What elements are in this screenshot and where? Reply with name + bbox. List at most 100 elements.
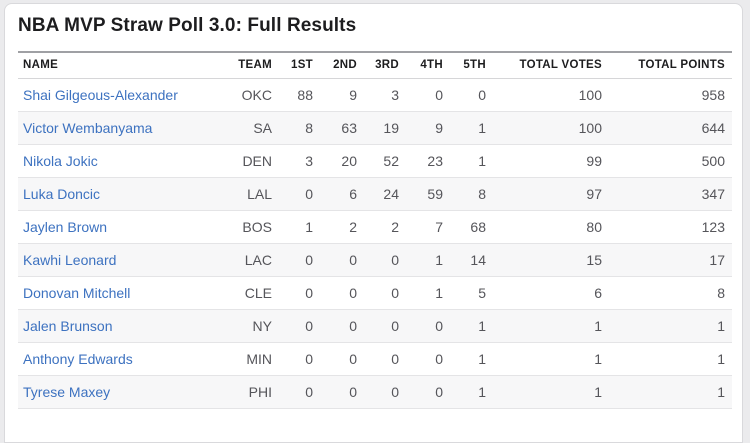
page-title: NBA MVP Straw Poll 3.0: Full Results (18, 15, 357, 36)
stat-cell: 123 (609, 210, 732, 244)
stat-cell: 17 (609, 243, 732, 277)
stat-cell: 8 (279, 111, 320, 145)
header-row: NAME TEAM 1ST 2ND 3RD 4TH 5TH TOTAL VOTE… (18, 51, 732, 79)
stat-cell: 6 (493, 276, 609, 310)
stat-cell: 0 (279, 276, 320, 310)
player-name-cell: Jaylen Brown (18, 210, 215, 244)
player-name-cell: Luka Doncic (18, 177, 215, 211)
stat-cell: 1 (493, 309, 609, 343)
player-name-cell: Anthony Edwards (18, 342, 215, 376)
stat-cell: 347 (609, 177, 732, 211)
stat-cell: 500 (609, 144, 732, 178)
player-name-cell: Jalen Brunson (18, 309, 215, 343)
table-row: Nikola Jokic DEN 3 20 52 23 1 99 500 (18, 144, 732, 178)
results-card: NBA MVP Straw Poll 3.0: Full Results NAM… (4, 3, 743, 443)
stat-cell: 644 (609, 111, 732, 145)
player-link[interactable]: Jaylen Brown (23, 218, 108, 235)
stat-cell: 0 (279, 243, 320, 277)
stat-cell: 0 (279, 309, 320, 343)
player-link[interactable]: Jalen Brunson (23, 317, 113, 334)
stat-cell: 0 (320, 309, 364, 343)
table-row: Jalen Brunson NY 0 0 0 0 1 1 1 (18, 309, 732, 343)
stat-cell: 52 (364, 144, 406, 178)
stat-cell: 100 (493, 78, 609, 112)
stat-cell: DEN (215, 144, 279, 178)
stat-cell: PHI (215, 375, 279, 409)
stat-cell: 97 (493, 177, 609, 211)
table-row: Tyrese Maxey PHI 0 0 0 0 1 1 1 (18, 375, 732, 409)
table-row: Shai Gilgeous-Alexander OKC 88 9 3 0 0 100 958 (18, 78, 732, 112)
stat-cell: 0 (320, 375, 364, 409)
stat-cell: 8 (609, 276, 732, 310)
player-name-cell: Victor Wembanyama (18, 111, 215, 145)
stat-cell: 14 (450, 243, 493, 277)
stat-cell: 1 (609, 342, 732, 376)
stat-cell: 1 (450, 111, 493, 145)
stat-cell: 1 (450, 309, 493, 343)
table-row: Donovan Mitchell CLE 0 0 0 1 5 6 8 (18, 276, 732, 310)
stat-cell: 2 (364, 210, 406, 244)
stat-cell: 1 (609, 309, 732, 343)
stat-cell: 3 (364, 78, 406, 112)
player-link[interactable]: Anthony Edwards (23, 350, 133, 367)
stat-cell: OKC (215, 78, 279, 112)
column-header-2nd: 2ND (320, 51, 364, 79)
column-header-name: NAME (18, 51, 215, 79)
table-row: Kawhi Leonard LAC 0 0 0 1 14 15 17 (18, 243, 732, 277)
player-link[interactable]: Nikola Jokic (23, 152, 98, 169)
stat-cell: 0 (364, 243, 406, 277)
stat-cell: 0 (406, 78, 450, 112)
player-link[interactable]: Victor Wembanyama (23, 119, 153, 136)
stat-cell: 2 (320, 210, 364, 244)
player-link[interactable]: Shai Gilgeous-Alexander (23, 86, 178, 103)
column-header-3rd: 3RD (364, 51, 406, 79)
column-header-total-votes: TOTAL VOTES (493, 51, 609, 79)
stat-cell: 0 (406, 309, 450, 343)
stat-cell: SA (215, 111, 279, 145)
stat-cell: BOS (215, 210, 279, 244)
stat-cell: 0 (450, 78, 493, 112)
stat-cell: 1 (450, 342, 493, 376)
stat-cell: 63 (320, 111, 364, 145)
stat-cell: 958 (609, 78, 732, 112)
column-header-1st: 1ST (279, 51, 320, 79)
stat-cell: 0 (279, 177, 320, 211)
table-header: NAME TEAM 1ST 2ND 3RD 4TH 5TH TOTAL VOTE… (18, 51, 732, 79)
player-link[interactable]: Kawhi Leonard (23, 251, 117, 268)
column-header-team: TEAM (215, 51, 279, 79)
stat-cell: 20 (320, 144, 364, 178)
column-header-total-points: TOTAL POINTS (609, 51, 732, 79)
stat-cell: 15 (493, 243, 609, 277)
stat-cell: 0 (320, 342, 364, 376)
player-link[interactable]: Tyrese Maxey (23, 383, 111, 400)
player-link[interactable]: Luka Doncic (23, 185, 101, 202)
table-row: Anthony Edwards MIN 0 0 0 0 1 1 1 (18, 342, 732, 376)
stat-cell: 1 (493, 375, 609, 409)
player-name-cell: Shai Gilgeous-Alexander (18, 78, 215, 112)
column-header-4th: 4TH (406, 51, 450, 79)
player-name-cell: Tyrese Maxey (18, 375, 215, 409)
stat-cell: 0 (364, 375, 406, 409)
mvp-results-table: NAME TEAM 1ST 2ND 3RD 4TH 5TH TOTAL VOTE… (18, 51, 732, 409)
player-name-cell: Kawhi Leonard (18, 243, 215, 277)
stat-cell: 0 (364, 342, 406, 376)
stat-cell: 0 (279, 342, 320, 376)
stat-cell: 100 (493, 111, 609, 145)
stat-cell: 9 (320, 78, 364, 112)
stat-cell: CLE (215, 276, 279, 310)
stat-cell: 0 (406, 342, 450, 376)
stat-cell: 19 (364, 111, 406, 145)
stat-cell: 0 (279, 375, 320, 409)
stat-cell: 80 (493, 210, 609, 244)
stat-cell: 1 (406, 243, 450, 277)
stat-cell: 7 (406, 210, 450, 244)
stat-cell: 1 (279, 210, 320, 244)
stat-cell: 0 (406, 375, 450, 409)
stat-cell: 1 (406, 276, 450, 310)
stat-cell: 68 (450, 210, 493, 244)
stat-cell: 1 (450, 375, 493, 409)
stat-cell: 1 (609, 375, 732, 409)
player-link[interactable]: Donovan Mitchell (23, 284, 131, 301)
stat-cell: 5 (450, 276, 493, 310)
table-row: Luka Doncic LAL 0 6 24 59 8 97 347 (18, 177, 732, 211)
